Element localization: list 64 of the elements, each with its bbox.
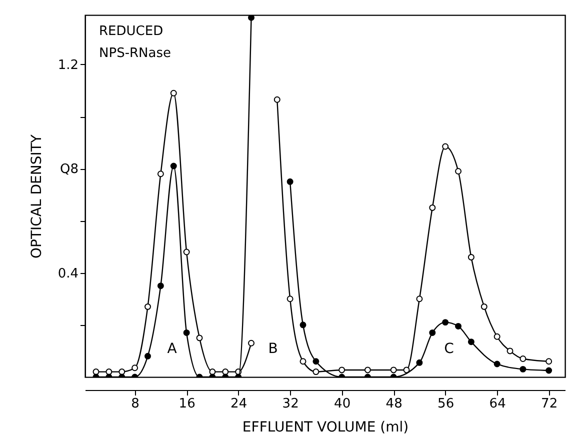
point xyxy=(546,367,552,374)
x-tick-label: 64 xyxy=(489,396,506,412)
point xyxy=(300,322,306,328)
point xyxy=(520,366,526,372)
point xyxy=(480,303,488,310)
annotation: REDUCED xyxy=(99,24,164,39)
annotation: NPS-RNase xyxy=(99,46,172,61)
y-tick-label: 1.2 xyxy=(58,58,78,73)
point xyxy=(468,338,474,346)
x-tick-label: 56 xyxy=(438,396,454,412)
point xyxy=(338,366,346,374)
point xyxy=(364,366,371,374)
point xyxy=(442,143,449,150)
point xyxy=(416,296,423,302)
point xyxy=(416,359,423,366)
point xyxy=(144,352,151,360)
point xyxy=(286,178,294,185)
point xyxy=(455,168,462,174)
y-axis-title: OPTICAL DENSITY xyxy=(28,134,45,258)
point xyxy=(390,366,397,374)
x-tick-label: 48 xyxy=(386,396,402,412)
annotation: C xyxy=(444,341,454,357)
point xyxy=(106,368,112,376)
point xyxy=(118,368,126,376)
point xyxy=(274,96,280,103)
point xyxy=(196,334,203,342)
point xyxy=(286,296,294,302)
point xyxy=(312,368,320,376)
x-tick-label: 72 xyxy=(541,396,558,412)
point xyxy=(546,358,552,365)
x-tick-label: 24 xyxy=(230,396,248,412)
x-tick-label: 8 xyxy=(131,396,140,412)
point xyxy=(429,329,436,336)
point xyxy=(170,90,177,96)
annotation: A xyxy=(167,341,178,357)
x-tick-label: 40 xyxy=(334,396,351,412)
point xyxy=(132,364,138,372)
point xyxy=(429,204,436,211)
point xyxy=(248,340,254,346)
point xyxy=(494,333,500,340)
annotation: B xyxy=(268,341,278,357)
point xyxy=(157,170,164,178)
point xyxy=(170,162,177,170)
point xyxy=(248,15,254,21)
point xyxy=(455,322,462,330)
point xyxy=(92,368,100,376)
x-axis-title: EFFLUENT VOLUME (ml) xyxy=(242,420,409,436)
point xyxy=(183,329,190,336)
point xyxy=(468,254,474,260)
x-tick-label: 32 xyxy=(282,396,299,412)
point xyxy=(494,360,500,368)
point xyxy=(157,282,164,290)
y-tick-label: 0.4 xyxy=(58,266,78,282)
point xyxy=(209,368,216,376)
point xyxy=(442,319,449,326)
point xyxy=(222,368,229,376)
point xyxy=(183,248,190,256)
point xyxy=(520,356,526,362)
x-tick-label: 16 xyxy=(178,396,196,412)
point xyxy=(506,348,514,354)
point xyxy=(144,303,151,310)
point xyxy=(312,358,320,365)
point xyxy=(300,358,306,365)
y-tick-label: Q8 xyxy=(60,162,78,178)
